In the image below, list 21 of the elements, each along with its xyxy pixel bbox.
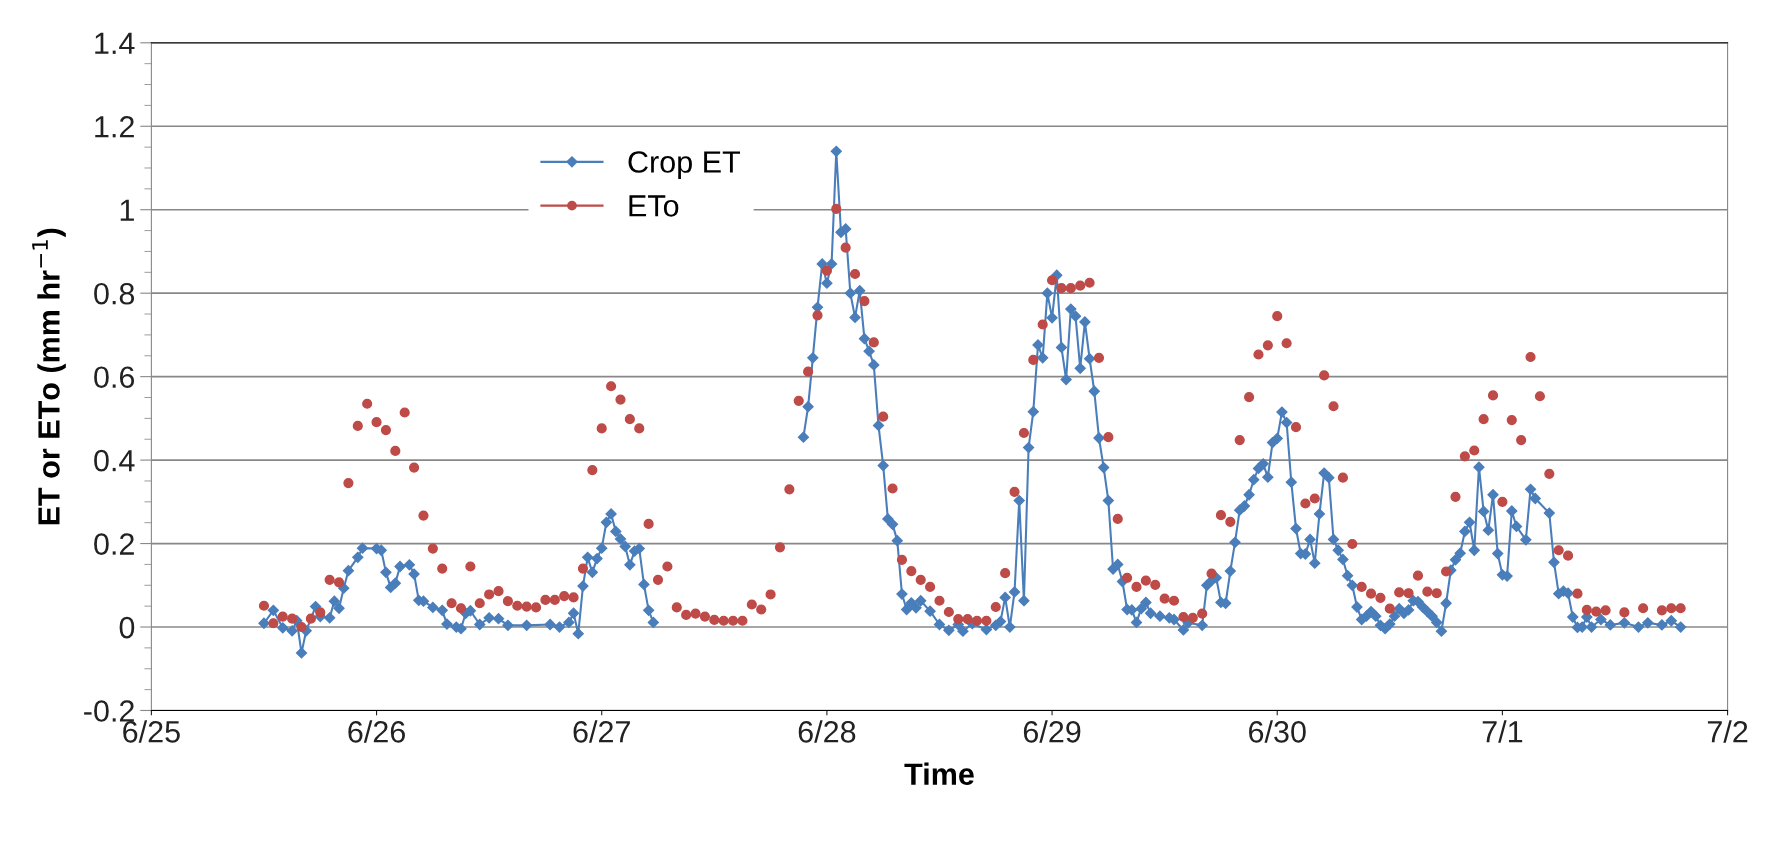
x-tick-label: 7/2 xyxy=(1707,720,1748,743)
y-tick-label: 0.6 xyxy=(94,366,135,389)
x-tick-label: 6/25 xyxy=(123,720,180,743)
y-tick-label: -0.2 xyxy=(84,700,134,722)
y-tick-label: 0.8 xyxy=(94,282,135,305)
x-tick-label: 7/1 xyxy=(1482,720,1523,743)
x-axis-title: Time xyxy=(904,762,974,786)
x-tick-label: 6/29 xyxy=(1023,720,1081,743)
y-tick-label: 0.4 xyxy=(94,449,135,472)
x-tick-label: 6/28 xyxy=(798,720,856,743)
y-tick-label: 0 xyxy=(119,616,135,639)
y-tick-label: 1.2 xyxy=(95,116,134,138)
legend-label: ETo xyxy=(629,195,679,217)
x-tick-label: 6/27 xyxy=(573,720,630,743)
y-tick-label: 1 xyxy=(120,199,134,221)
y-axis-title: ET or ETo (mm hr$^{−1}$) xyxy=(32,228,66,525)
legend-label: Crop ET xyxy=(628,151,741,179)
x-tick-label: 6/30 xyxy=(1249,720,1306,743)
y-tick-label: 1.4 xyxy=(95,32,135,54)
x-tick-label: 6/26 xyxy=(348,720,405,743)
y-tick-label: 0.2 xyxy=(94,533,134,555)
